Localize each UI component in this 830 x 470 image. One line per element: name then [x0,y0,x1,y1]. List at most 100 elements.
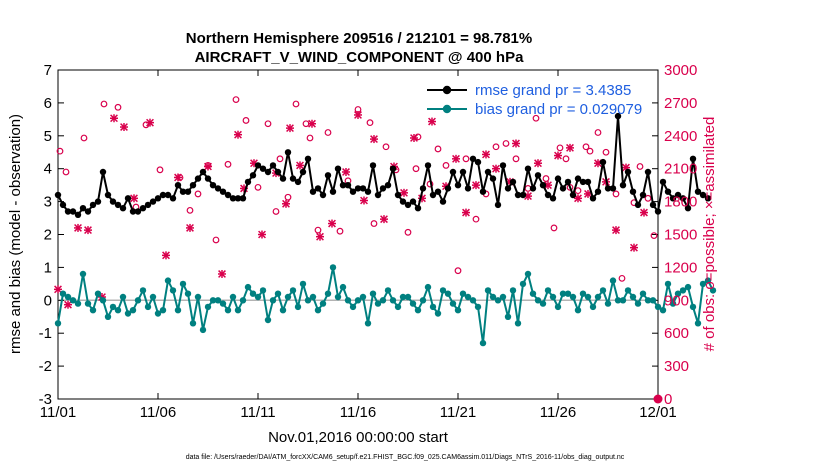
rmse-point [74,211,82,218]
obs-assimilated-point [296,161,304,170]
rmse-point [199,168,207,176]
rmse-point [119,205,127,212]
bias-point [674,290,682,297]
obs-assimilated-point [472,181,480,190]
x-tick-label: 11/16 [340,404,376,421]
obs-assimilated-point [234,130,242,139]
rmse-point [424,162,432,169]
rmse-point [419,185,427,192]
bias-point [594,293,602,301]
right-tick-label: 1500 [664,227,697,244]
right-tick-label: 2700 [664,95,697,112]
bias-point [149,293,157,301]
rmse-point [149,198,157,205]
bias-point [579,290,587,297]
rmse-point [634,201,642,209]
rmse-point [684,205,692,212]
rmse-point [104,191,112,199]
rmse-point [319,191,327,199]
obs-possible-point [100,100,108,108]
bias-point [384,287,392,294]
x-tick-label: 11/06 [140,404,176,421]
obs-assimilated-point [74,223,82,232]
legend-bias-label: bias grand pr = 0.029079 [475,101,642,118]
legend-rmse-label: rmse grand pr = 3.4385 [475,82,631,99]
left-tick-label: 1 [44,259,52,276]
obs-assimilated-point [554,151,562,160]
bias-point [334,293,342,301]
bias-point [669,300,677,307]
rmse-point [569,191,577,199]
rmse-point [544,191,552,199]
bias-point [184,290,192,297]
legend-bias-marker [442,104,452,114]
obs-possible-point [62,168,70,176]
rmse-point [154,195,162,202]
left-tick-label: 2 [44,227,52,244]
obs-possible-point [562,155,570,163]
obs-possible-point [650,232,658,239]
obs-assimilated-point [410,133,418,142]
bias-point [619,297,627,304]
bias-point [69,297,77,304]
obs-possible-point [472,215,480,223]
right-tick-label: 3000 [664,62,697,79]
rmse-point [334,165,342,172]
obs-possible-point [194,190,202,198]
rmse-point [539,182,547,189]
bias-point [649,297,657,304]
rmse-point [379,185,387,192]
bias-point [419,297,427,304]
bias-point [584,293,592,301]
bias-point [434,310,442,317]
obs-possible-point [56,147,64,155]
legend-rmse-marker [442,85,452,95]
rmse-point [699,191,707,199]
obs-assimilated-point [462,208,470,217]
bias-point [304,297,312,304]
bias-point [514,320,522,327]
bias-point [614,297,622,304]
rmse-point [259,165,267,172]
rmse-point [559,185,567,192]
right-axis-label: # of obs: o=possible; ×=assimilated [701,117,718,352]
bias-point [659,307,667,314]
obs-possible-point [550,224,558,232]
rmse-point [529,185,537,192]
obs-assimilated-point [204,162,212,171]
rmse-point [599,158,607,166]
bias-point [214,297,222,304]
left-tick-label: 3 [44,194,52,211]
obs-possible-point [556,144,564,152]
bias-point [469,297,477,304]
chart-subtitle: AIRCRAFT_V_WIND_COMPONENT @ 400 hPa [195,49,525,66]
bias-point [224,307,232,314]
obs-assimilated-point [534,159,542,168]
legend: rmse grand pr = 3.4385 bias grand pr = 0… [427,82,642,118]
obs-possible-point [412,165,420,173]
rmse-point [409,198,417,205]
bias-point [59,290,67,297]
rmse-point [229,195,237,202]
rmse-point [314,185,322,192]
rmse-point [69,208,77,215]
bias-point [164,277,172,284]
bias-point [409,300,417,307]
obs-possible-point [292,100,300,108]
obs-possible-point [492,143,500,151]
bias-point [119,293,127,301]
bias-point [219,300,227,307]
obs-assimilated-point [400,188,408,197]
rmse-point [679,195,687,202]
rmse-point [514,191,522,199]
rmse-point [94,198,102,205]
x-axis-labels: 11/01 11/06 11/11 11/16 11/21 11/26 12/01 [40,404,677,421]
bias-point [294,303,302,311]
bias-point [534,297,542,304]
obs-assimilated-point [162,251,170,260]
rmse-point [389,165,397,172]
rmse-point [489,175,497,182]
rmse-point [354,185,362,192]
bias-point [339,283,347,291]
rmse-point [339,182,347,189]
